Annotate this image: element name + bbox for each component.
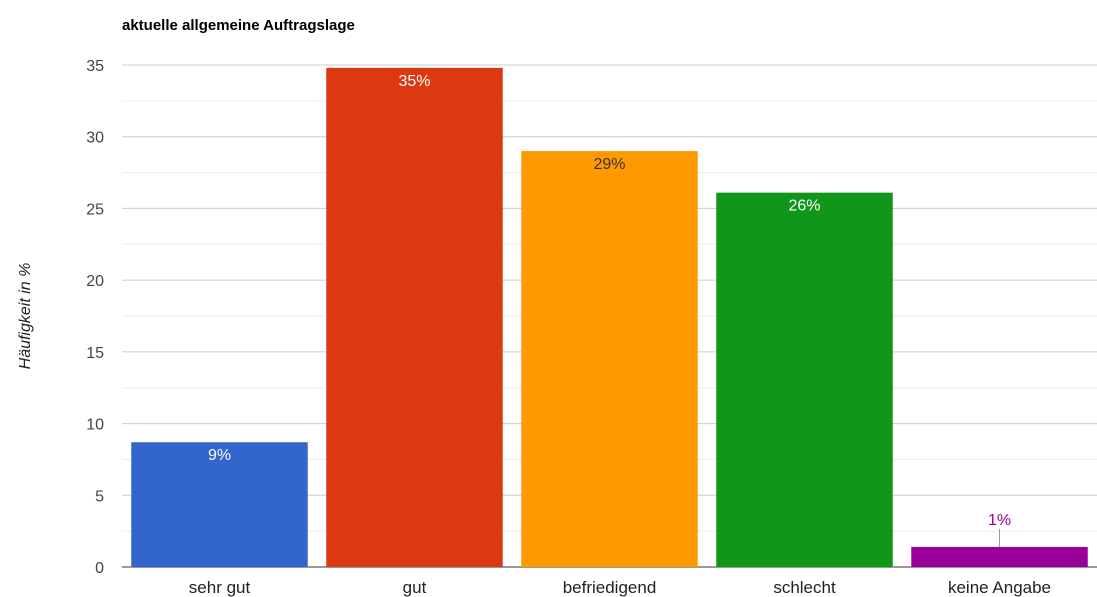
y-tick-label: 35 — [86, 58, 104, 75]
y-axis-ticks: 0 5 10 15 20 25 30 35 — [86, 58, 104, 577]
data-label: 35% — [398, 73, 430, 90]
y-tick-label: 5 — [95, 488, 104, 505]
x-category-label: gut — [403, 578, 427, 597]
y-axis-title: Häufigkeit in % — [17, 263, 34, 370]
x-category-label: schlecht — [773, 578, 836, 597]
chart-title: aktuelle allgemeine Auftragslage — [122, 17, 355, 34]
bar-sehr-gut[interactable] — [131, 442, 308, 567]
x-category-label: sehr gut — [189, 578, 251, 597]
data-labels: 9% 35% 29% 26% 1% — [208, 73, 1011, 547]
data-label: 26% — [788, 198, 820, 215]
x-category-label: befriedigend — [563, 578, 657, 597]
y-tick-label: 25 — [86, 201, 104, 218]
x-axis-categories: sehr gut gut befriedigend schlecht keine Ang… — [189, 578, 1051, 597]
bar-befriedigend[interactable] — [521, 151, 698, 568]
y-tick-label: 0 — [95, 560, 104, 577]
bar-keine-Angabe[interactable] — [911, 546, 1088, 567]
data-label: 29% — [593, 156, 625, 173]
bar-gut[interactable] — [326, 67, 503, 568]
y-tick-label: 30 — [86, 130, 104, 147]
bars — [131, 67, 1088, 568]
bar-schlecht[interactable] — [716, 192, 893, 567]
y-tick-label: 10 — [86, 417, 104, 434]
data-label: 1% — [988, 512, 1011, 529]
y-tick-label: 20 — [86, 273, 104, 290]
data-label: 9% — [208, 447, 231, 464]
y-tick-label: 15 — [86, 345, 104, 362]
x-category-label: keine Angabe — [948, 578, 1051, 597]
